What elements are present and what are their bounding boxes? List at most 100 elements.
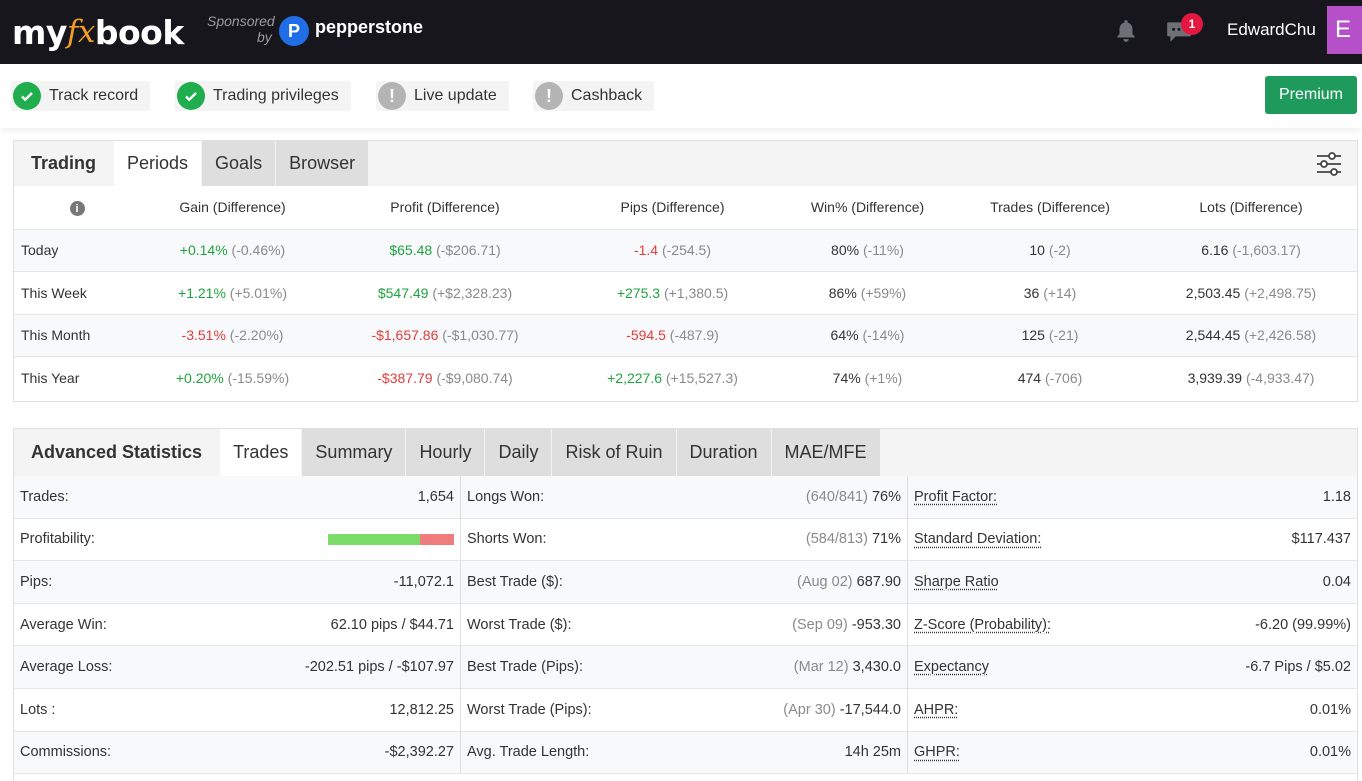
stat-row: Avg. Trade Length: 14h 25m — [461, 732, 907, 775]
periods-panel: Trading Periods Goals Browser i Gain (Di… — [13, 140, 1358, 402]
profit-difference: (-$206.71) — [436, 242, 501, 258]
premium-button[interactable]: Premium — [1265, 76, 1357, 114]
gain-value: -3.51% — [182, 327, 226, 343]
table-row: This Week +1.21% (+5.01%) $547.49 (+$2,328… — [14, 272, 1357, 315]
stat-date-note: (Aug 02) — [797, 574, 853, 590]
column-header[interactable]: Pips (Difference) — [565, 186, 780, 229]
stat-label: Lots : — [20, 702, 55, 718]
bell-icon[interactable] — [1113, 18, 1139, 44]
tab-mae-mfe[interactable]: MAE/MFE — [772, 429, 880, 476]
column-header[interactable]: Lots (Difference) — [1145, 186, 1357, 229]
pips-value: +2,227.6 — [607, 370, 662, 386]
stat-label: Worst Trade ($): — [467, 617, 571, 633]
info-icon[interactable]: i — [70, 201, 85, 216]
filter-icon[interactable] — [1315, 151, 1343, 177]
column-header[interactable]: Profit (Difference) — [325, 186, 565, 229]
stat-value: 0.01% — [1310, 702, 1351, 718]
sponsored-by: by — [207, 29, 275, 45]
periods-tabbar: Trading Periods Goals Browser — [14, 141, 1357, 186]
stat-value: 1.18 — [1323, 489, 1351, 505]
check-icon — [13, 82, 41, 110]
stat-label: Best Trade ($): — [467, 574, 563, 590]
status-chip-label: Cashback — [571, 87, 642, 105]
stat-date-note: (Apr 30) — [783, 702, 835, 718]
status-chip-label: Track record — [49, 87, 138, 105]
column-header[interactable]: Win% (Difference) — [780, 186, 955, 229]
table-cell-pips: +275.3 (+1,380.5) — [565, 272, 780, 315]
trades-difference: (-2) — [1049, 242, 1071, 258]
win-difference: (+59%) — [861, 285, 907, 301]
panel-title-trading[interactable]: Trading — [14, 141, 113, 186]
table-cell-pips: +2,227.6 (+15,527.3) — [565, 357, 780, 400]
pips-value: -594.5 — [626, 327, 666, 343]
stat-label: Trades: — [20, 489, 69, 505]
trades-value: 10 — [1029, 242, 1045, 258]
username[interactable]: EdwardChu — [1227, 20, 1316, 40]
stat-label: Best Trade (Pips): — [467, 659, 583, 675]
stat-value-group — [328, 534, 454, 545]
win-difference: (+1%) — [865, 370, 903, 386]
lots-value: 2,544.45 — [1186, 327, 1241, 343]
status-chip-trading-privileges[interactable]: Trading privileges — [175, 81, 351, 111]
lots-difference: (-4,933.47) — [1246, 370, 1314, 386]
panel-title-advanced-statistics[interactable]: Advanced Statistics — [14, 429, 219, 476]
status-chip-live-update[interactable]: ! Live update — [376, 81, 509, 111]
stat-value-group: -6.20 (99.99%) — [1255, 617, 1351, 633]
period-label: This Week — [14, 272, 140, 315]
stat-date-note: (640/841) — [806, 489, 868, 505]
tab-goals[interactable]: Goals — [202, 141, 275, 186]
win-difference: (-11%) — [863, 242, 904, 258]
stat-label: Commissions: — [20, 744, 111, 760]
table-cell-gain: +0.14% (-0.46%) — [140, 229, 325, 272]
tab-summary[interactable]: Summary — [302, 429, 405, 476]
stat-label: Worst Trade (Pips): — [467, 702, 592, 718]
tab-periods[interactable]: Periods — [114, 141, 201, 186]
pips-difference: (+15,527.3) — [666, 370, 738, 386]
info-header: i — [14, 186, 140, 229]
table-cell-gain: +0.20% (-15.59%) — [140, 357, 325, 400]
sponsor-name[interactable]: pepperstone — [315, 17, 423, 38]
pepperstone-logo-icon[interactable]: P — [279, 16, 309, 46]
stat-value: 0.04 — [1323, 574, 1351, 590]
stat-date-note: (Sep 09) — [792, 617, 848, 633]
column-header[interactable]: Trades (Difference) — [955, 186, 1145, 229]
stat-row: Average Win: 62.10 pips / $44.71 — [14, 604, 460, 647]
table-cell-pips: -1.4 (-254.5) — [565, 229, 780, 272]
stat-label[interactable]: Sharpe Ratio — [914, 574, 999, 590]
logo-my: my — [12, 13, 67, 52]
stat-row: Worst Trade (Pips): (Apr 30) -17,544.0 — [461, 689, 907, 732]
stat-row: Best Trade ($): (Aug 02) 687.90 — [461, 561, 907, 604]
stat-label[interactable]: Expectancy — [914, 659, 989, 675]
myfxbook-logo[interactable]: my fx book — [12, 10, 184, 54]
stat-label[interactable]: AHPR: — [914, 702, 958, 718]
table-cell-pips: -594.5 (-487.9) — [565, 314, 780, 357]
lots-difference: (-1,603.17) — [1232, 242, 1300, 258]
stat-value: -6.20 (99.99%) — [1255, 617, 1351, 633]
table-cell-profit: $547.49 (+$2,328.23) — [325, 272, 565, 315]
tab-duration[interactable]: Duration — [677, 429, 771, 476]
stat-value: -6.7 Pips / $5.02 — [1245, 659, 1351, 675]
stats-column-2: Longs Won: (640/841) 76% Shorts Won: (584/8… — [461, 476, 908, 774]
status-chip-cashback[interactable]: ! Cashback — [533, 81, 654, 111]
stat-label: Avg. Trade Length: — [467, 744, 589, 760]
status-chip-track-record[interactable]: Track record — [11, 81, 150, 111]
table-cell-lots: 2,544.45 (+2,426.58) — [1145, 314, 1357, 357]
profit-difference: (-$1,030.77) — [442, 327, 518, 343]
table-cell-lots: 2,503.45 (+2,498.75) — [1145, 272, 1357, 315]
tab-hourly[interactable]: Hourly — [406, 429, 484, 476]
stat-label[interactable]: Profit Factor: — [914, 489, 997, 505]
tab-browser[interactable]: Browser — [276, 141, 368, 186]
stat-label[interactable]: GHPR: — [914, 744, 960, 760]
lots-value: 3,939.39 — [1188, 370, 1243, 386]
pips-difference: (+1,380.5) — [664, 285, 728, 301]
tab-daily[interactable]: Daily — [485, 429, 551, 476]
stats-column-3: Profit Factor: 1.18 Standard Deviation: $11… — [908, 476, 1357, 774]
tab-trades[interactable]: Trades — [220, 429, 301, 476]
win-value: 80% — [831, 242, 859, 258]
stat-row: Worst Trade ($): (Sep 09) -953.30 — [461, 604, 907, 647]
avatar[interactable]: E — [1327, 6, 1362, 54]
tab-risk-of-ruin[interactable]: Risk of Ruin — [552, 429, 675, 476]
column-header[interactable]: Gain (Difference) — [140, 186, 325, 229]
stat-label[interactable]: Standard Deviation: — [914, 531, 1041, 547]
stat-label[interactable]: Z-Score (Probability): — [914, 617, 1051, 633]
